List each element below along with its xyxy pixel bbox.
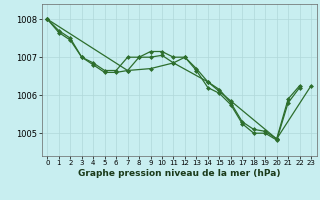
X-axis label: Graphe pression niveau de la mer (hPa): Graphe pression niveau de la mer (hPa) bbox=[78, 169, 280, 178]
